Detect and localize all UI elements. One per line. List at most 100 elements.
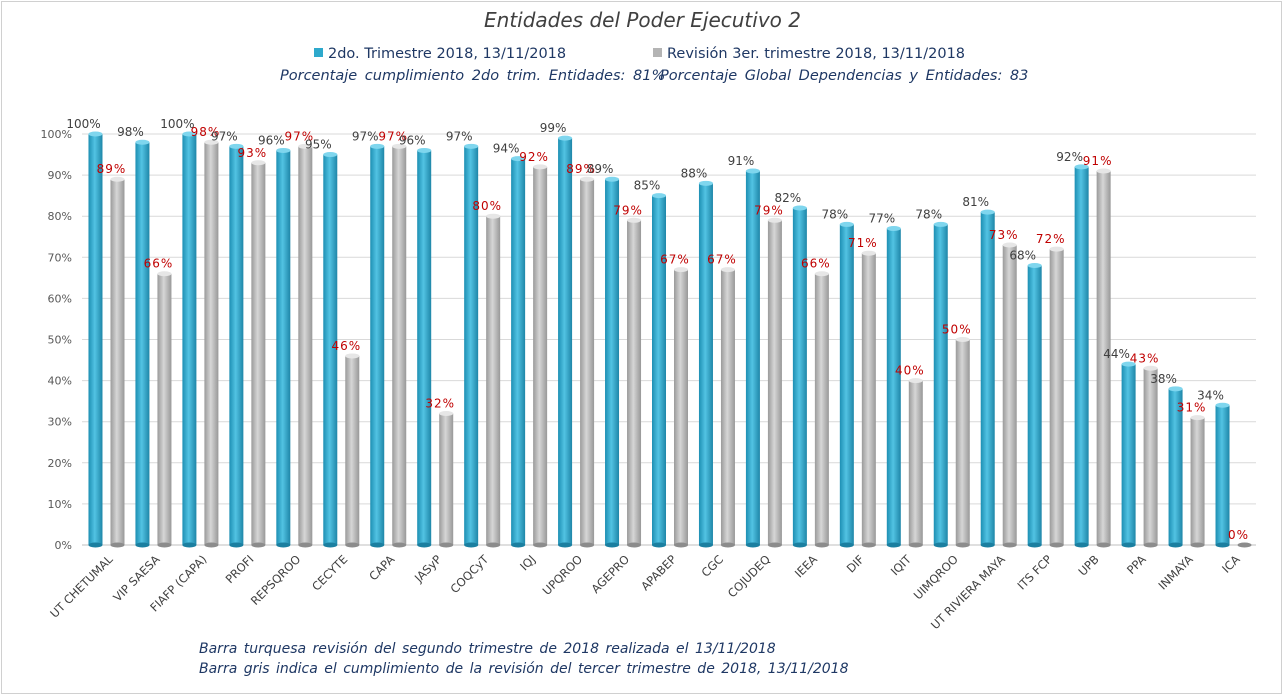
bar-gray-base bbox=[486, 542, 501, 548]
bar-gray-base bbox=[955, 542, 970, 548]
bar-gray-cap bbox=[204, 139, 219, 145]
bar-gray-cap bbox=[1143, 365, 1158, 371]
bar-teal bbox=[323, 154, 338, 546]
data-label: 100% bbox=[66, 117, 100, 131]
bar-teal bbox=[276, 150, 291, 545]
bar-teal-cap bbox=[417, 147, 432, 153]
legend-label-series-1: 2do. Trimestre 2018, 13/11/2018 bbox=[328, 46, 567, 62]
data-label: 98% bbox=[191, 125, 221, 139]
bar-gray-cap bbox=[1002, 242, 1017, 248]
x-tick-label: DIF bbox=[844, 552, 867, 575]
data-label: 31% bbox=[1177, 401, 1207, 415]
bar-gray-base bbox=[1237, 542, 1252, 548]
bar-gray-base bbox=[157, 542, 172, 548]
bar-gray-base bbox=[345, 542, 360, 548]
x-tick-label: PPA bbox=[1124, 552, 1149, 577]
data-label: 46% bbox=[331, 339, 361, 353]
legend-item-series-1: 2do. Trimestre 2018, 13/11/2018 bbox=[314, 46, 566, 62]
x-tick-label: JASyP bbox=[411, 552, 444, 585]
bar-gray-base bbox=[392, 542, 407, 548]
data-label: 96% bbox=[399, 133, 426, 147]
bar-teal-base bbox=[745, 542, 760, 548]
x-tick-label: REPSQROO bbox=[248, 552, 304, 608]
bar-gray bbox=[439, 413, 454, 545]
bar-gray-base bbox=[110, 542, 125, 548]
data-label: 43% bbox=[1130, 351, 1160, 365]
bar-teal-cap bbox=[229, 143, 244, 149]
bar-teal-cap bbox=[1215, 402, 1230, 408]
bar-teal-base bbox=[276, 542, 291, 548]
bar-teal-cap bbox=[698, 180, 713, 186]
x-tick-label: CECYTE bbox=[309, 552, 350, 593]
bar-gray-base bbox=[251, 542, 266, 548]
bar-teal-cap bbox=[1168, 386, 1183, 392]
bar-teal-cap bbox=[370, 143, 385, 149]
y-tick-label: 0% bbox=[55, 539, 72, 552]
data-label: 89% bbox=[97, 162, 127, 176]
bar-teal-cap bbox=[745, 168, 760, 174]
bar-teal bbox=[605, 179, 620, 545]
bar-teal-cap bbox=[135, 139, 150, 145]
bar-teal-cap bbox=[792, 205, 807, 211]
data-label: 91% bbox=[1083, 154, 1113, 168]
data-label: 92% bbox=[519, 150, 549, 164]
bar-teal-base bbox=[1074, 542, 1089, 548]
bar-teal bbox=[698, 183, 713, 545]
bar-gray bbox=[1096, 170, 1111, 546]
data-label: 72% bbox=[1036, 232, 1066, 246]
bar-teal-cap bbox=[886, 226, 901, 232]
bar-gray-base bbox=[627, 542, 642, 548]
bar-gray-base bbox=[1143, 542, 1158, 548]
bar-teal bbox=[1074, 166, 1089, 545]
bar-teal bbox=[1121, 364, 1136, 545]
bar-gray-cap bbox=[1096, 168, 1111, 174]
data-label: 97% bbox=[352, 129, 379, 143]
bar-teal-base bbox=[1121, 542, 1136, 548]
bar-teal-base bbox=[229, 542, 244, 548]
bar-gray bbox=[1143, 368, 1158, 545]
bar-teal-base bbox=[1027, 542, 1042, 548]
x-tick-label: UIMQROO bbox=[911, 552, 961, 602]
bar-teal-cap bbox=[605, 176, 620, 182]
data-label: 78% bbox=[915, 207, 942, 221]
legend-swatch-gray bbox=[653, 48, 662, 57]
legend-swatch-teal bbox=[314, 48, 323, 57]
bar-teal bbox=[933, 224, 948, 546]
bar-teal bbox=[88, 134, 103, 545]
bar-gray-cap bbox=[392, 143, 407, 149]
bar-gray-cap bbox=[1190, 415, 1205, 421]
y-tick-label: 10% bbox=[48, 498, 72, 511]
subtitle-entidades: Porcentaje cumplimiento 2do trim. Entida… bbox=[280, 68, 666, 84]
bar-teal bbox=[886, 228, 901, 545]
bar-teal bbox=[464, 146, 479, 545]
bar-gray-base bbox=[1096, 542, 1111, 548]
x-tick-label: AGEPRO bbox=[588, 552, 632, 596]
data-label: 100% bbox=[160, 117, 194, 131]
bar-teal bbox=[417, 150, 432, 545]
data-label: 94% bbox=[493, 142, 520, 156]
chart-title: Entidades del Poder Ejecutivo 2 bbox=[484, 8, 801, 32]
data-label: 79% bbox=[754, 203, 784, 217]
bar-teal bbox=[792, 207, 807, 546]
legend: 2do. Trimestre 2018, 13/11/2018 Revisión… bbox=[0, 46, 1285, 66]
data-label: 77% bbox=[868, 212, 895, 226]
bar-teal bbox=[1168, 388, 1183, 545]
bar-teal-base bbox=[886, 542, 901, 548]
x-tick-label: COQCyT bbox=[447, 552, 492, 597]
data-label: 93% bbox=[238, 146, 268, 160]
data-label: 92% bbox=[1056, 150, 1083, 164]
bar-teal-cap bbox=[652, 193, 666, 199]
bar-gray-cap bbox=[533, 164, 548, 170]
y-tick-label: 100% bbox=[41, 128, 72, 141]
bar-gray-cap bbox=[767, 217, 782, 223]
x-tick-label: ICA bbox=[1219, 552, 1243, 576]
bar-teal-cap bbox=[1027, 263, 1042, 269]
bar-gray-base bbox=[1002, 542, 1017, 548]
bar-gray-base bbox=[533, 542, 548, 548]
bar-gray-base bbox=[439, 542, 454, 548]
bar-gray-cap bbox=[439, 410, 454, 416]
bar-gray-base bbox=[861, 542, 876, 548]
bar-gray bbox=[486, 216, 501, 545]
bar-teal-base bbox=[933, 542, 948, 548]
